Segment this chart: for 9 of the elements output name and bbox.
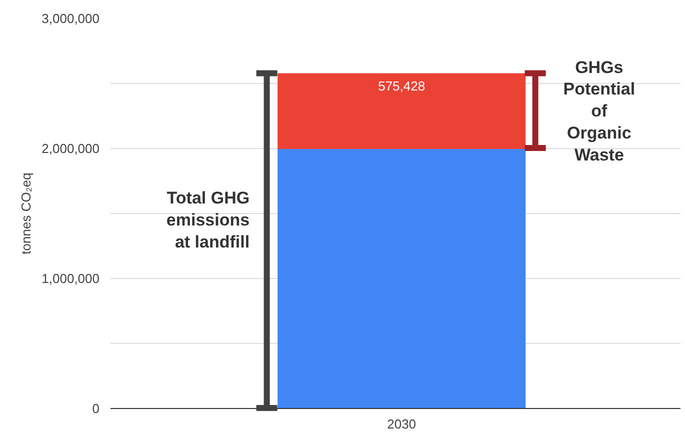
data-label: 575,428: [378, 78, 426, 94]
y-tick-label: 2,000,000: [42, 141, 100, 156]
y-axis-title: tonnes CO₂eq: [18, 172, 34, 254]
annotation: GHGs Potential of Organic Waste: [563, 58, 636, 164]
x-tick-label: 2030: [387, 416, 416, 432]
y-tick-label: 0: [92, 401, 100, 416]
y-tick-label: 1,000,000: [42, 271, 100, 286]
annotation: Total GHG emissions at landfill: [166, 188, 250, 252]
y-tick-label: 3,000,000: [42, 11, 100, 26]
